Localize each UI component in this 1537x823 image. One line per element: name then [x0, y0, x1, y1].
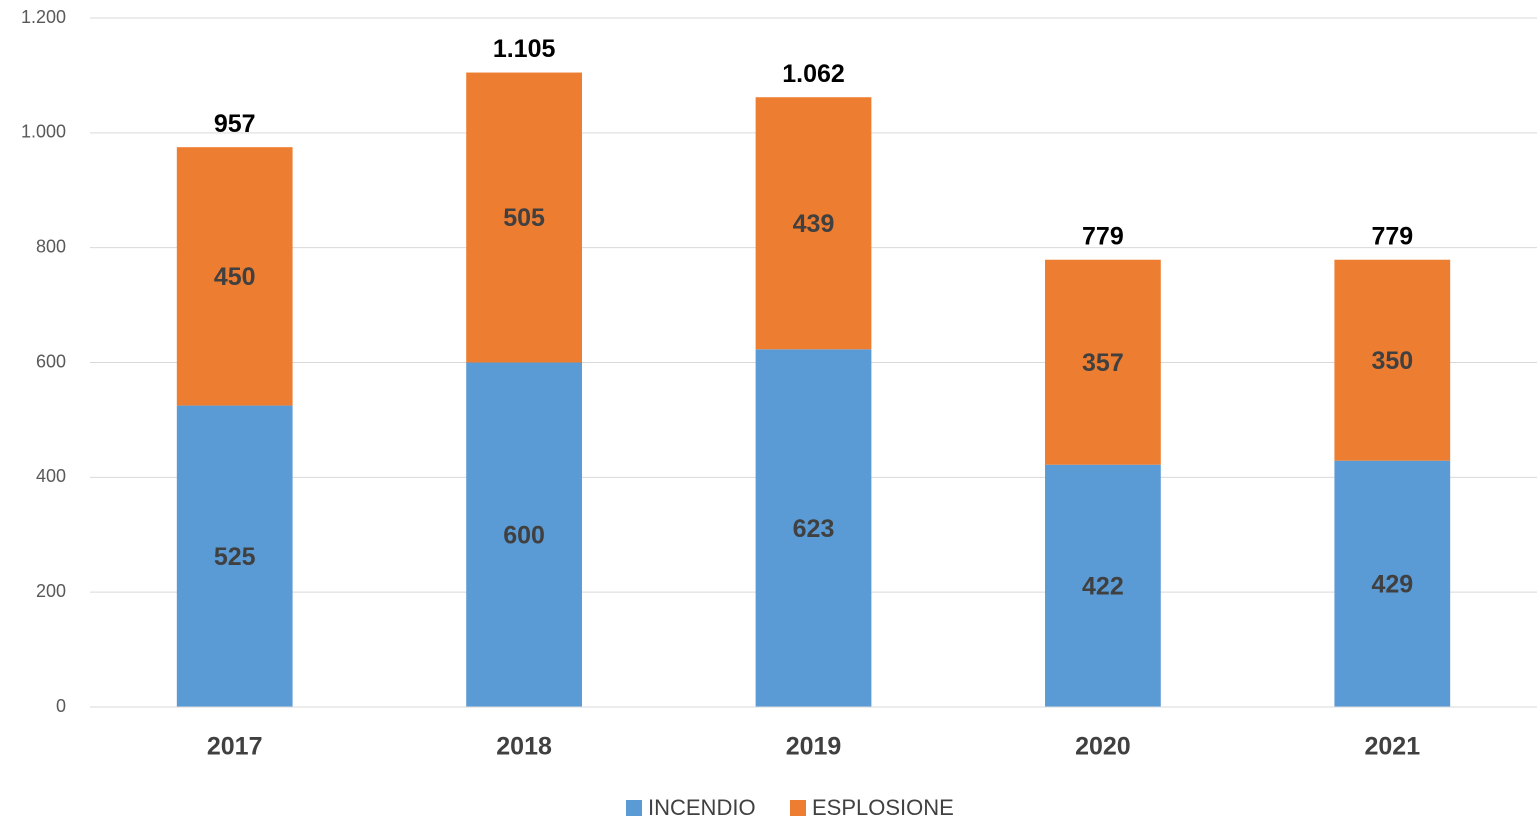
data-label: 350 [1371, 347, 1413, 375]
bar-segment [755, 97, 872, 350]
legend-label: INCENDIO [648, 795, 756, 820]
legend-label: ESPLOSIONE [812, 795, 954, 820]
y-tick-label: 600 [36, 351, 66, 371]
legend-swatch [626, 800, 642, 816]
total-label: 779 [1371, 222, 1413, 250]
x-tick-label: 2017 [207, 733, 263, 761]
data-label: 429 [1371, 570, 1413, 598]
bar-segment [1045, 259, 1161, 465]
x-tick-label: 2021 [1364, 733, 1420, 761]
bar-segment [1334, 259, 1451, 461]
y-tick-label: 800 [36, 236, 66, 256]
data-label: 600 [503, 521, 545, 549]
x-tick-label: 2020 [1075, 733, 1131, 761]
y-tick-label: 1.200 [21, 7, 66, 27]
bar-segment [1045, 464, 1161, 707]
data-label: 623 [793, 515, 835, 543]
bar-segment [755, 349, 872, 707]
bar-segment [466, 362, 582, 707]
x-tick-label: 2019 [786, 733, 842, 761]
bar-segment [176, 405, 293, 707]
y-tick-label: 400 [36, 466, 66, 486]
total-label: 957 [214, 110, 256, 138]
bar-segment [466, 72, 582, 363]
y-tick-label: 200 [36, 581, 66, 601]
x-tick-label: 2018 [496, 733, 552, 761]
bar-segment [176, 147, 293, 406]
legend-swatch [790, 800, 806, 816]
data-label: 439 [793, 210, 835, 238]
y-tick-label: 0 [56, 696, 66, 716]
data-label: 525 [214, 543, 256, 571]
total-label: 779 [1082, 222, 1124, 250]
data-label: 422 [1082, 572, 1124, 600]
total-label: 1.062 [782, 60, 845, 88]
data-label: 357 [1082, 349, 1124, 377]
data-label: 450 [214, 263, 256, 291]
data-label: 505 [503, 204, 545, 232]
y-tick-label: 1.000 [21, 122, 66, 142]
bar-segment [1334, 460, 1451, 707]
total-label: 1.105 [493, 35, 556, 63]
